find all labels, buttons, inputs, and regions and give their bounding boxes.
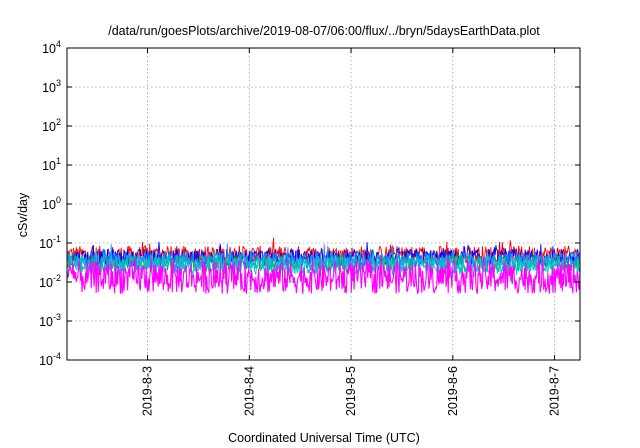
series-layer <box>66 237 581 295</box>
x-tick-label: 2019-8-7 <box>548 366 562 416</box>
y-tick-label: 102 <box>42 117 61 134</box>
y-tick-label: 103 <box>42 78 61 95</box>
grid-layer <box>67 48 580 360</box>
y-tick-label: 104 <box>42 39 61 56</box>
y-tick-label: 10-4 <box>39 351 61 368</box>
y-tick-label: 100 <box>42 195 61 212</box>
y-tick-label: 10-2 <box>39 273 61 290</box>
chart-title: /data/run/goesPlots/archive/2019-08-07/0… <box>108 24 540 38</box>
tick-layer: 10-4 10-3 10-2 10-1 100 101 102 103 104 2019-8-3 2… <box>39 39 580 416</box>
series-line <box>66 256 581 295</box>
x-tick-label: 2019-8-6 <box>446 366 460 416</box>
y-tick-label: 10-3 <box>39 312 61 329</box>
y-tick-label: 101 <box>42 156 61 173</box>
x-axis-label: Coordinated Universal Time (UTC) <box>228 431 420 445</box>
y-axis-label: cSv/day <box>16 192 30 237</box>
y-tick-label: 10-1 <box>39 234 61 251</box>
x-tick-label: 2019-8-5 <box>344 366 358 416</box>
x-tick-label: 2019-8-4 <box>242 366 256 416</box>
x-tick-label: 2019-8-3 <box>141 366 155 416</box>
